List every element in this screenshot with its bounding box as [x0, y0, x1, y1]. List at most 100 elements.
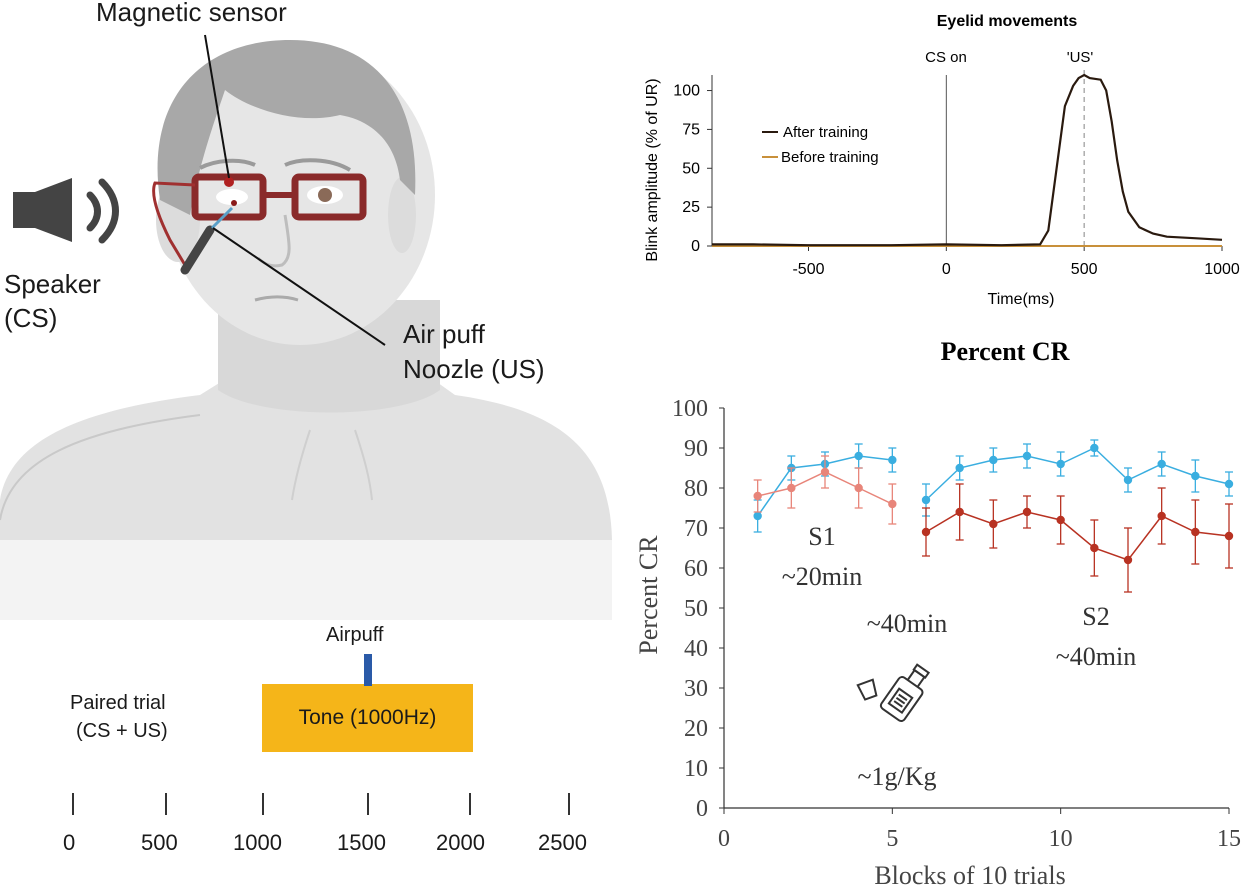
chart1-ytick-label: 75 — [682, 121, 700, 138]
chart2-point — [1157, 459, 1166, 469]
chart1-ytick-label: 100 — [673, 83, 700, 100]
chart2-xtick-label: 15 — [1217, 826, 1241, 852]
chart1-ytick-label: 50 — [682, 160, 700, 177]
speaker-icon — [13, 178, 119, 244]
timeline-tick-500: 500 — [141, 830, 178, 855]
chart2-point — [1090, 443, 1099, 453]
magnetic-sensor-label: Magnetic sensor — [96, 0, 287, 27]
chart2-point — [921, 527, 931, 537]
chart2-ytick-label: 20 — [684, 716, 708, 742]
chart1-legend-after: After training — [783, 124, 868, 141]
chart2-series-line — [925, 447, 1230, 501]
chart2-point — [1056, 459, 1065, 469]
chart1-cs-on: CS on — [925, 49, 967, 66]
timeline-tick-1000: 1000 — [233, 830, 282, 855]
chart2-series-line — [757, 471, 893, 505]
chart2-ytick-label: 10 — [684, 756, 708, 782]
paired-trial-sub-label: (CS + US) — [76, 720, 168, 742]
chart2-s2-time: ~40min — [1056, 642, 1137, 671]
chart2-point — [989, 455, 998, 465]
chart2-point — [888, 499, 897, 509]
chart2-point — [787, 463, 796, 473]
chart1-xtick-label: -500 — [792, 261, 824, 278]
chart1-ytick-label: 25 — [682, 199, 700, 216]
chart2-point — [787, 483, 796, 493]
timeline-tick-1500: 1500 — [337, 830, 386, 855]
chart2-xtick-label: 5 — [886, 826, 898, 852]
chart2-point — [1022, 451, 1032, 461]
chart2-point — [888, 455, 897, 465]
timeline-tick-2000: 2000 — [436, 830, 485, 855]
magnetic-sensor-dot — [224, 177, 234, 187]
chart1-series-after — [712, 73, 1223, 247]
ear-right — [388, 177, 416, 253]
timeline-tick-0: 0 — [63, 830, 76, 855]
chart2-point — [1224, 479, 1234, 489]
paired-trial-label: Paired trial — [70, 692, 166, 714]
hair — [157, 40, 416, 215]
chart2-xtick-label: 0 — [718, 826, 730, 852]
chart2-point — [921, 495, 931, 505]
chart2-ytick-label: 80 — [684, 476, 708, 502]
chart2-point — [1090, 543, 1099, 553]
airpuff-bar — [364, 654, 372, 686]
chart2-xlabel: Blocks of 10 trials — [874, 861, 1065, 886]
chart2-point — [854, 451, 863, 461]
chart2-ytick-label: 40 — [684, 636, 708, 662]
air-puff-nozzle — [180, 225, 215, 275]
illustration — [0, 34, 620, 620]
glasses-arm — [152, 181, 196, 266]
chart2-point — [753, 511, 762, 521]
chart2-ytick-label: 100 — [672, 396, 708, 422]
chart2-point — [1191, 527, 1200, 537]
chart2-point — [955, 507, 964, 517]
chart2-point — [989, 519, 998, 529]
chart2-xtick-label: 10 — [1049, 826, 1073, 852]
chart1-xtick-label: 500 — [1071, 261, 1098, 278]
airpuff-label: Airpuff — [326, 624, 384, 646]
chart2-point — [820, 467, 830, 477]
chart2-point — [955, 463, 964, 473]
chart1-xtick-label: 0 — [942, 261, 951, 278]
timeline-tick-2500: 2500 — [538, 830, 587, 855]
chart2-ytick-label: 50 — [684, 596, 708, 622]
chart2-ytick-label: 30 — [684, 676, 708, 702]
chart2-point — [1123, 475, 1133, 485]
chart2-point — [854, 483, 863, 493]
chart2-ylabel: Percent CR — [634, 535, 663, 655]
chart2-ytick-label: 90 — [684, 436, 708, 462]
tone-label: Tone (1000Hz) — [298, 706, 437, 729]
chart2-s1-time: ~20min — [782, 562, 863, 591]
chart1-ylabel: Blink amplitude (% of UR) — [644, 78, 661, 261]
chart2-s2: S2 — [1082, 602, 1109, 631]
chart2-series-line — [757, 455, 893, 517]
chart2-s1: S1 — [808, 522, 835, 551]
chart2-ytick-label: 0 — [696, 796, 708, 822]
speaker-cs-label: (CS) — [4, 303, 58, 333]
chart1-ytick-label: 0 — [691, 238, 700, 255]
chart1-us: 'US' — [1067, 49, 1094, 66]
nozzle-label: Noozle (US) — [403, 354, 545, 384]
chart1-title: Eyelid movements — [937, 13, 1078, 30]
glass-icon — [856, 678, 878, 701]
chart2-title: Percent CR — [941, 337, 1070, 366]
chart1-xlabel: Time(ms) — [988, 291, 1055, 308]
chart2-point — [1224, 531, 1234, 541]
chart2-ytick-label: 70 — [684, 516, 708, 542]
bottle-icon — [879, 663, 931, 723]
chart1-xtick-label: 1000 — [1204, 261, 1240, 278]
chart2-between: ~40min — [867, 609, 948, 638]
chart2-point — [753, 491, 762, 501]
speaker-label: Speaker — [4, 269, 101, 299]
air-puff-label: Air puff — [403, 319, 485, 349]
chart2-point — [1022, 507, 1032, 517]
chart2-point — [820, 459, 830, 469]
chart2-series-line — [925, 511, 1230, 561]
chart2-point — [1123, 555, 1133, 565]
chart1-legend-before: Before training — [781, 149, 879, 166]
eye-left — [216, 189, 248, 205]
chart2-dose: ~1g/Kg — [857, 762, 936, 791]
chart2-ytick-label: 60 — [684, 556, 708, 582]
chart2-point — [1056, 515, 1065, 525]
chart2-point — [1157, 511, 1166, 521]
